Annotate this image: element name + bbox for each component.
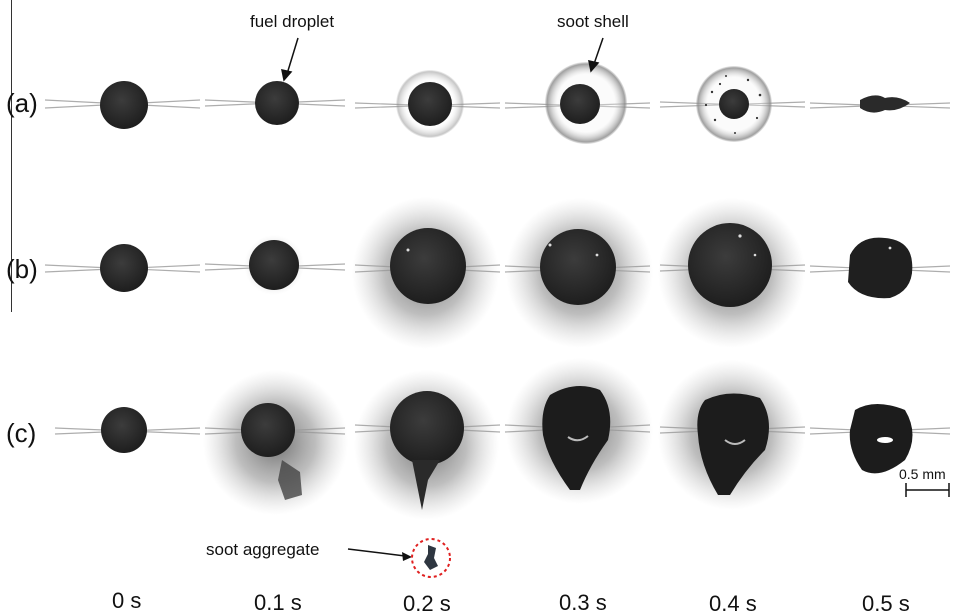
droplet-a-0 xyxy=(100,81,148,129)
time-label-5: 0.5 s xyxy=(862,591,910,616)
droplet-a-2 xyxy=(408,82,452,126)
row-label-b: (b) xyxy=(6,254,38,284)
row-label-a: (a) xyxy=(6,88,38,118)
time-label-0: 0 s xyxy=(112,588,142,613)
droplet-b-3 xyxy=(540,229,616,305)
time-label-3: 0.3 s xyxy=(559,590,607,615)
panel-divider-line xyxy=(11,0,12,312)
droplet-c-3 xyxy=(542,386,611,490)
droplet-a-4 xyxy=(719,89,749,119)
droplet-c-2 xyxy=(390,391,464,465)
row-a-frames xyxy=(44,62,951,144)
droplet-a-3 xyxy=(560,84,600,124)
row-b-frames xyxy=(44,197,951,349)
droplet-c-1 xyxy=(241,403,295,457)
soot-aggregate xyxy=(424,545,438,570)
row-c-frames xyxy=(54,358,951,520)
soot-shell-annotation: soot shell xyxy=(557,12,629,31)
droplet-b-4 xyxy=(688,223,772,307)
droplet-b-5 xyxy=(848,237,913,299)
droplet-b-2 xyxy=(390,228,466,304)
fuel-droplet-annotation: fuel droplet xyxy=(250,12,335,31)
soot-aggregate-highlight xyxy=(411,538,451,578)
scale-bar-label: 0.5 mm xyxy=(899,466,946,482)
soot-aggregate-annotation: soot aggregate xyxy=(206,540,320,559)
time-label-2: 0.2 s xyxy=(403,591,451,616)
time-label-4: 0.4 s xyxy=(709,591,757,616)
droplet-c-0 xyxy=(101,407,147,453)
droplet-b-0 xyxy=(100,244,148,292)
droplet-a-5 xyxy=(860,95,910,113)
time-label-1: 0.1 s xyxy=(254,590,302,615)
row-label-c: (c) xyxy=(6,418,37,448)
droplet-a-1 xyxy=(255,81,299,125)
droplet-b-1 xyxy=(249,240,299,290)
scale-bar xyxy=(905,483,950,497)
